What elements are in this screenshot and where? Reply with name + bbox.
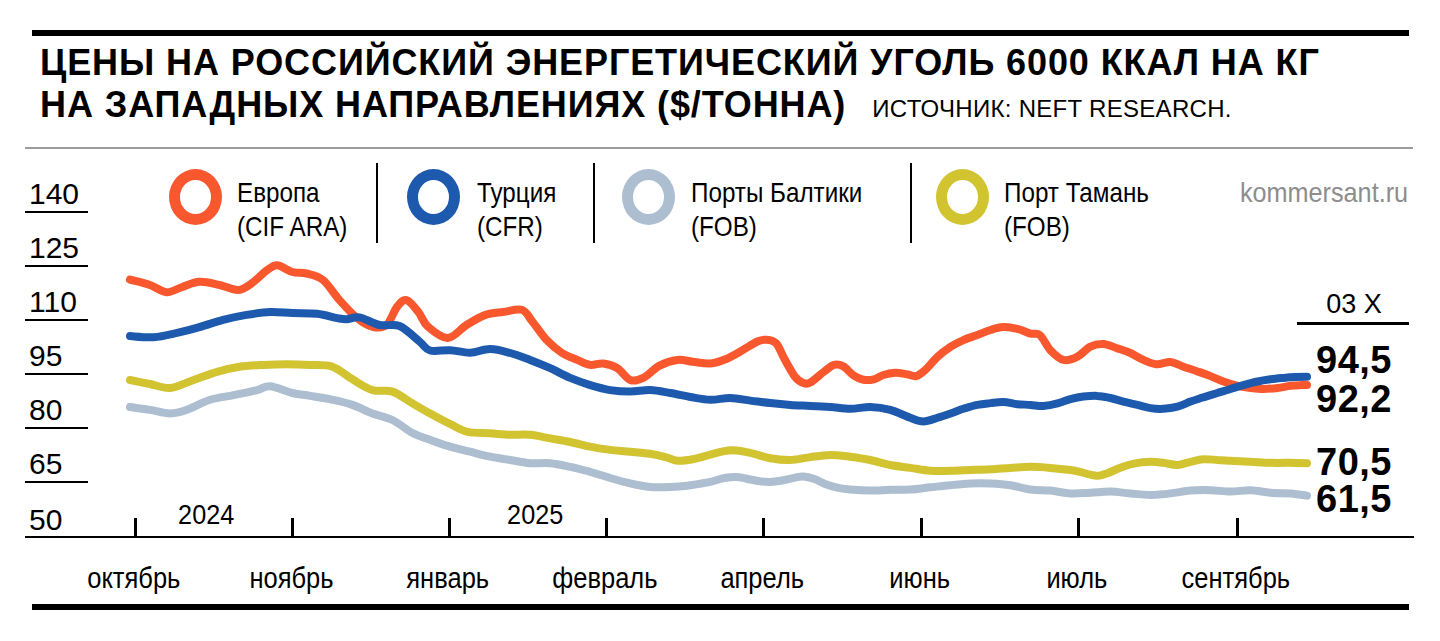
coal-price-chart: ЦЕНЫ НА РОССИЙСКИЙ ЭНЕРГЕТИЧЕСКИЙ УГОЛЬ … bbox=[0, 0, 1440, 641]
end-value-label: 94,5 bbox=[1316, 339, 1392, 382]
plot-area bbox=[0, 0, 1440, 641]
series-line bbox=[130, 364, 1307, 476]
series-line bbox=[130, 265, 1307, 389]
end-value-label: 92,2 bbox=[1316, 378, 1392, 421]
end-date-label: 03 X bbox=[1294, 289, 1414, 320]
bottom-rule bbox=[32, 604, 1409, 610]
end-value-label: 61,5 bbox=[1316, 478, 1392, 521]
end-date-rule bbox=[1297, 322, 1409, 325]
